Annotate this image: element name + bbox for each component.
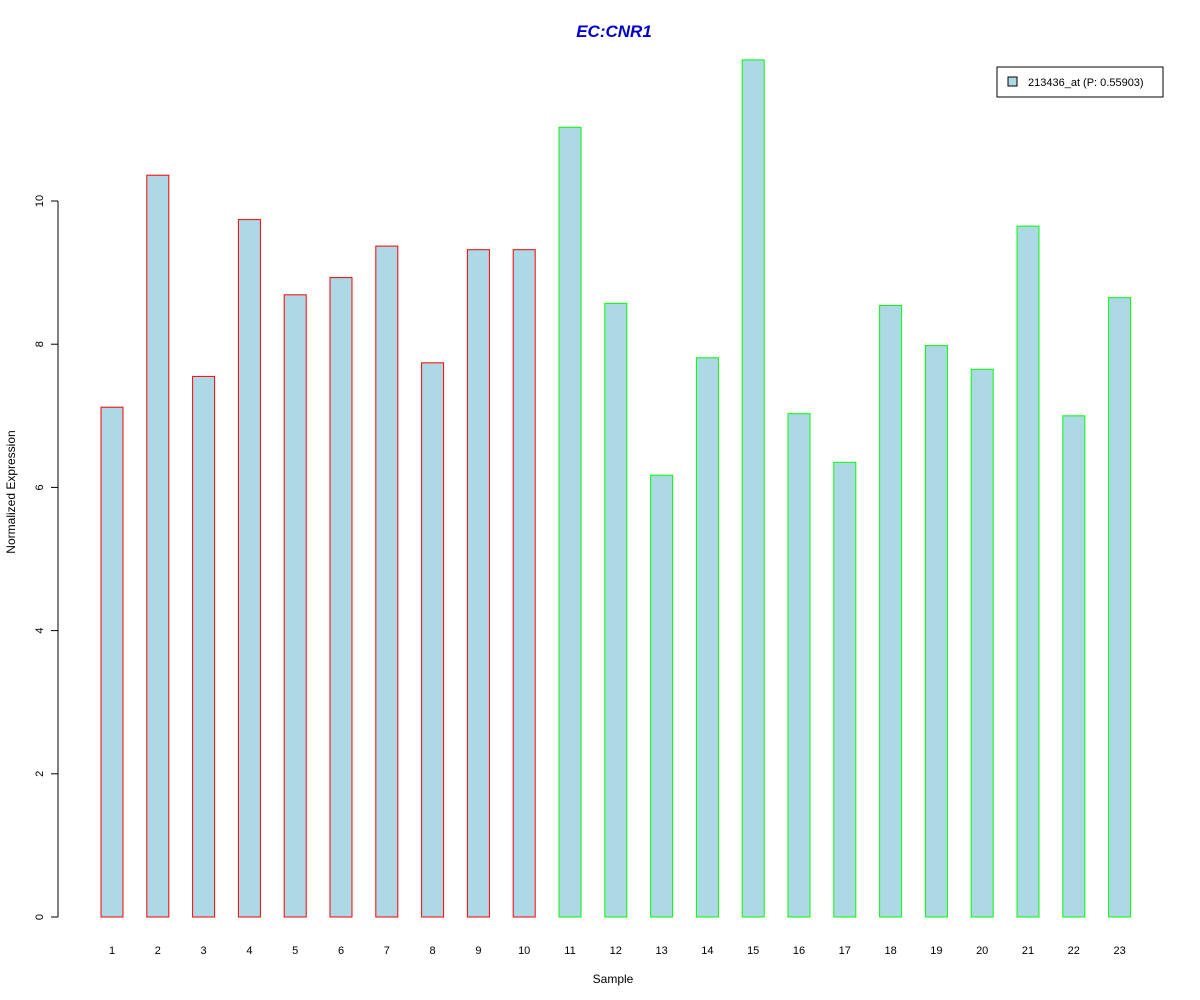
x-tick-label: 5 (292, 945, 298, 957)
bar-sample-22 (1062, 415, 1086, 918)
x-tick-label: 2 (155, 945, 161, 957)
x-tick-label: 20 (976, 945, 988, 957)
bar-sample-3 (192, 375, 216, 918)
x-tick-label: 19 (930, 945, 942, 957)
y-tick-label: 0 (34, 914, 46, 920)
bar-sample-8 (421, 362, 445, 918)
y-tick-label: 4 (34, 628, 46, 634)
x-tick-label: 13 (655, 945, 667, 957)
bars (100, 59, 1132, 918)
x-tick-label: 7 (384, 945, 390, 957)
bar-sample-1 (100, 406, 124, 918)
bar-sample-21 (1016, 225, 1040, 918)
y-axis: 0 2 4 6 8 10 (34, 195, 59, 920)
legend-swatch (1007, 76, 1018, 87)
bar-sample-20 (970, 368, 994, 918)
x-axis-label: Sample (593, 972, 634, 986)
x-tick-label: 4 (246, 945, 252, 957)
chart-title: EC:CNR1 (576, 22, 652, 41)
y-tick-label: 2 (34, 771, 46, 777)
bar-sample-12 (604, 302, 628, 918)
bar-sample-18 (879, 305, 903, 918)
bar-sample-15 (741, 59, 765, 918)
bar-sample-5 (283, 294, 307, 918)
bar-sample-11 (558, 126, 582, 918)
legend-box (996, 66, 1164, 98)
x-tick-labels: 1 2 3 4 5 6 7 8 9 10 11 12 13 14 15 16 17 18 19 20 21 22 23 (109, 945, 1126, 957)
x-tick-label: 6 (338, 945, 344, 957)
bar-sample-7 (375, 245, 399, 918)
y-tick-label: 6 (34, 484, 46, 490)
x-tick-label: 12 (610, 945, 622, 957)
x-tick-label: 21 (1022, 945, 1034, 957)
y-axis-label: Normalized Expression (4, 430, 18, 553)
y-tick-label: 10 (34, 195, 46, 207)
x-tick-label: 23 (1113, 945, 1125, 957)
x-tick-label: 16 (793, 945, 805, 957)
x-tick-label: 14 (701, 945, 713, 957)
x-tick-label: 9 (475, 945, 481, 957)
x-tick-label: 1 (109, 945, 115, 957)
x-tick-label: 10 (518, 945, 530, 957)
x-tick-label: 18 (884, 945, 896, 957)
bar-sample-10 (512, 249, 536, 918)
x-tick-label: 11 (564, 945, 575, 957)
bar-sample-6 (329, 277, 353, 918)
bar-sample-14 (695, 357, 719, 918)
x-tick-label: 15 (747, 945, 759, 957)
x-tick-label: 22 (1068, 945, 1080, 957)
bar-sample-13 (650, 474, 674, 918)
x-tick-label: 3 (201, 945, 207, 957)
bar-sample-2 (146, 174, 170, 918)
x-tick-label: 17 (839, 945, 851, 957)
y-tick-label: 8 (34, 341, 46, 347)
x-tick-label: 8 (430, 945, 436, 957)
bar-sample-16 (787, 413, 811, 918)
bar-sample-23 (1108, 297, 1132, 918)
bar-sample-9 (466, 249, 490, 918)
bar-sample-19 (924, 345, 948, 918)
bar-sample-4 (237, 219, 261, 918)
bar-sample-17 (833, 461, 857, 918)
legend: 213436_at (P: 0.55903) (996, 66, 1164, 98)
legend-label: 213436_at (P: 0.55903) (1028, 77, 1144, 89)
